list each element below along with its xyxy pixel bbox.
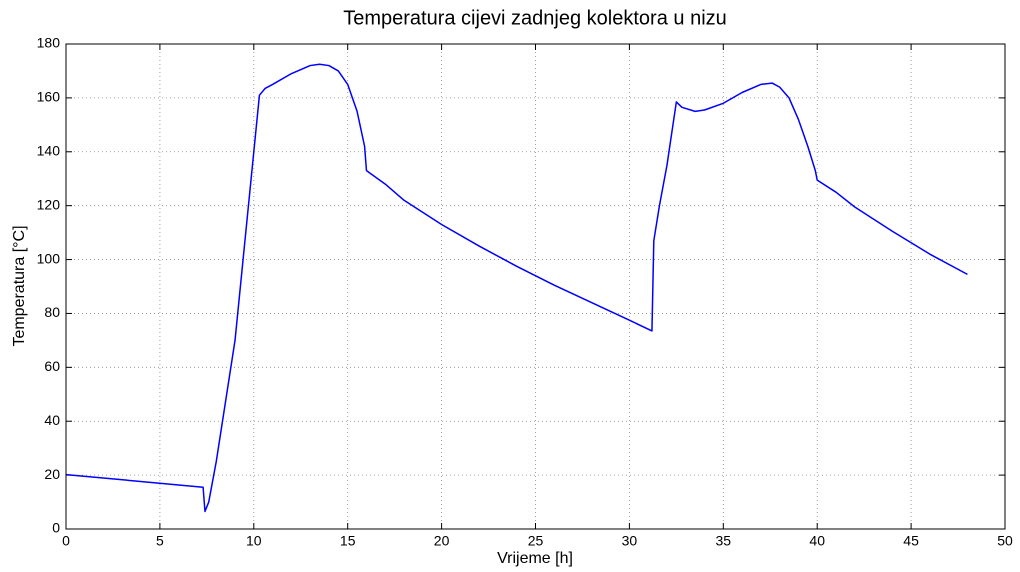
x-tick-label: 50 <box>997 533 1013 549</box>
y-tick-label: 140 <box>37 142 61 158</box>
y-tick-label: 160 <box>37 89 61 105</box>
data-line <box>65 63 968 513</box>
y-axis-label: Temperatura [°C] <box>11 225 28 346</box>
x-tick-label: 25 <box>528 533 544 549</box>
y-tick-label: 120 <box>37 196 61 212</box>
y-tick-label: 180 <box>37 35 61 51</box>
y-tick-label: 100 <box>37 250 61 266</box>
x-tick-label: 0 <box>62 533 70 549</box>
y-tick-label: 60 <box>44 358 60 374</box>
x-tick-label: 45 <box>903 533 919 549</box>
x-tick-label: 30 <box>622 533 638 549</box>
x-tick-label: 15 <box>340 533 356 549</box>
chart-title: Temperatura cijevi zadnjeg kolektora u n… <box>343 7 727 29</box>
x-tick-label: 20 <box>434 533 450 549</box>
x-tick-label: 35 <box>716 533 732 549</box>
x-tick-label: 10 <box>246 533 262 549</box>
y-tick-label: 20 <box>44 466 60 482</box>
plot-frame <box>65 43 1006 530</box>
x-tick-label: 5 <box>156 533 164 549</box>
y-tick-label: 80 <box>44 304 60 320</box>
x-axis-label: Vrijeme [h] <box>497 550 573 567</box>
y-tick-label: 0 <box>52 520 60 536</box>
x-tick-label: 40 <box>809 533 825 549</box>
y-tick-label: 40 <box>44 412 60 428</box>
